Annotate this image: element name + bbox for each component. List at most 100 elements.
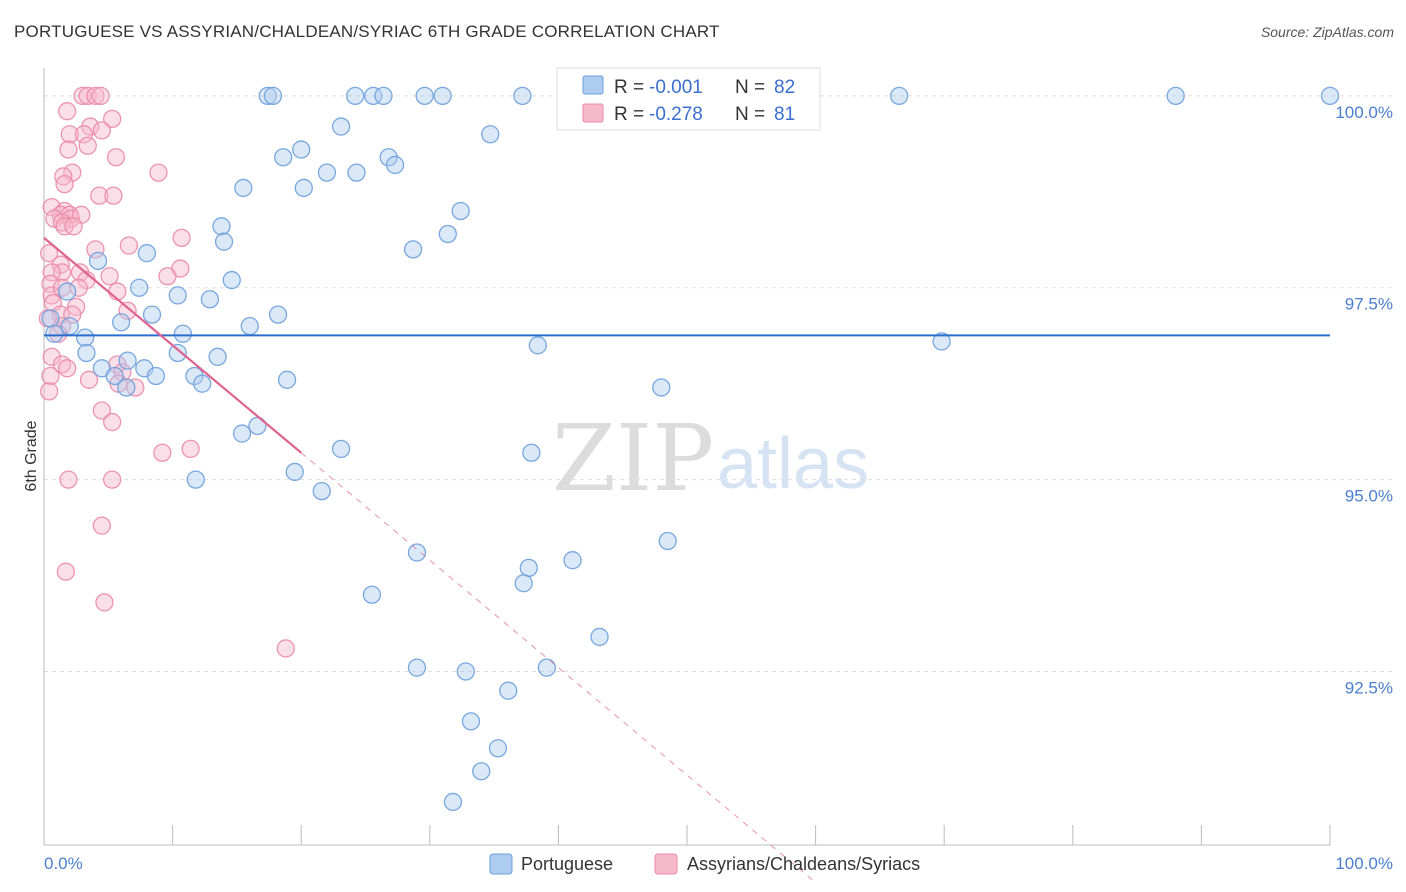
- scatter-point: [105, 366, 124, 386]
- scatter-point: [88, 251, 108, 271]
- stats-legend: R = -0.001 N = 82 R = -0.278 N = 81: [556, 67, 821, 131]
- scatter-point: [385, 155, 405, 175]
- scatter-point: [117, 378, 136, 397]
- scatter-point: [57, 282, 77, 301]
- scatter-point: [91, 86, 110, 106]
- scatter-point: [41, 309, 60, 328]
- scatter-point: [100, 267, 119, 286]
- scatter-point: [240, 316, 259, 336]
- legend-r-value-2: -0.278: [649, 104, 703, 125]
- scatter-point: [185, 366, 204, 386]
- scatter-point: [112, 313, 131, 332]
- scatter-point: [41, 366, 60, 386]
- scatter-point: [158, 267, 177, 286]
- scatter-point: [415, 86, 434, 106]
- scatter-point: [52, 263, 72, 282]
- y-tick-label: 97.5%: [1345, 295, 1393, 314]
- scatter-point: [78, 86, 97, 106]
- scatter-point: [590, 627, 609, 647]
- scatter-point: [95, 593, 114, 612]
- scatter-point: [1166, 86, 1185, 106]
- scatter-point: [212, 217, 231, 236]
- scatter-point: [312, 481, 331, 501]
- bottom-legend-label-portuguese: Portuguese: [521, 854, 613, 874]
- chart-title: PORTUGUESE VS ASSYRIAN/CHALDEAN/SYRIAC 6…: [14, 22, 720, 41]
- y-tick-labels: 92.5% 95.0% 97.5% 100.0%: [1335, 103, 1393, 698]
- bottom-legend-swatch-assyrian: [654, 853, 678, 875]
- scatter-point: [222, 270, 241, 290]
- scatter-point: [563, 551, 582, 570]
- y-axis-label: 6th Grade: [23, 420, 40, 491]
- axes: [43, 68, 1331, 846]
- trend-line-assyrian-extension: [300, 452, 816, 883]
- scatter-point: [374, 86, 393, 106]
- scatter-point: [234, 178, 253, 198]
- scatter-point: [64, 217, 83, 236]
- scatter-point: [214, 232, 234, 251]
- legend-n-value-1: 82: [774, 77, 795, 98]
- scatter-point: [63, 305, 82, 324]
- legend-swatch-assyrian: [582, 103, 604, 123]
- scatter-point: [104, 186, 123, 205]
- scatter-point: [59, 470, 78, 489]
- scatter-point: [168, 343, 187, 363]
- scatter-point: [285, 462, 304, 482]
- scatter-point: [45, 324, 64, 343]
- scatter-point: [451, 201, 470, 221]
- legend-n-label-2: N =: [735, 104, 765, 125]
- scatter-point: [364, 86, 383, 106]
- scatter-point: [433, 86, 452, 106]
- scatter-point: [79, 370, 99, 389]
- scatter-point: [60, 316, 79, 336]
- scatter-point: [263, 86, 283, 106]
- scatter-point: [57, 102, 77, 121]
- scatter-point: [522, 443, 541, 462]
- scatter-point: [103, 109, 122, 129]
- scatter-point: [119, 236, 139, 255]
- series-assyrian-points: [38, 86, 295, 658]
- scatter-point: [60, 125, 79, 144]
- scatter-point: [346, 86, 365, 106]
- scatter-point: [277, 370, 297, 389]
- scatter-point: [92, 121, 112, 140]
- scatter-point: [456, 662, 475, 681]
- legend-n-value-2: 81: [774, 104, 795, 125]
- scatter-point: [528, 336, 547, 355]
- x-tick-label-max: 100.0%: [1335, 854, 1393, 873]
- scatter-point: [362, 585, 382, 604]
- scatter-point: [331, 117, 351, 136]
- scatter-point: [56, 562, 76, 581]
- scatter-point: [59, 140, 78, 159]
- scatter-point: [932, 332, 951, 351]
- scatter-point: [77, 343, 96, 363]
- scatter-point: [513, 86, 532, 106]
- scatter-point: [90, 186, 109, 205]
- y-tick-label: 95.0%: [1345, 487, 1393, 506]
- scatter-point: [403, 240, 423, 259]
- scatter-point: [347, 163, 366, 182]
- scatter-point: [86, 240, 105, 259]
- scatter-point: [407, 543, 427, 562]
- y-tick-label: 100.0%: [1335, 103, 1393, 122]
- scatter-point: [39, 382, 59, 401]
- source-label: Source: ZipAtlas.com: [1260, 24, 1394, 40]
- scatter-point: [652, 378, 671, 397]
- series-legend: Portuguese Assyrians/Chaldeans/Syriacs: [489, 853, 920, 875]
- scatter-point: [331, 439, 351, 459]
- scatter-point: [514, 574, 533, 593]
- scatter-point: [146, 366, 166, 386]
- scatter-point: [407, 658, 427, 677]
- scatter-point: [92, 401, 112, 420]
- scatter-point: [890, 86, 909, 106]
- scatter-point: [137, 244, 157, 263]
- scatter-point: [472, 762, 491, 781]
- legend-swatch-portuguese: [582, 75, 604, 95]
- scatter-point: [438, 224, 457, 244]
- scatter-point: [186, 470, 205, 489]
- scatter-point: [461, 712, 481, 731]
- scatter-point: [69, 278, 88, 297]
- scatter-point: [39, 244, 59, 263]
- scatter-point: [232, 424, 252, 443]
- scatter-point: [78, 136, 97, 155]
- scatter-point: [76, 328, 95, 347]
